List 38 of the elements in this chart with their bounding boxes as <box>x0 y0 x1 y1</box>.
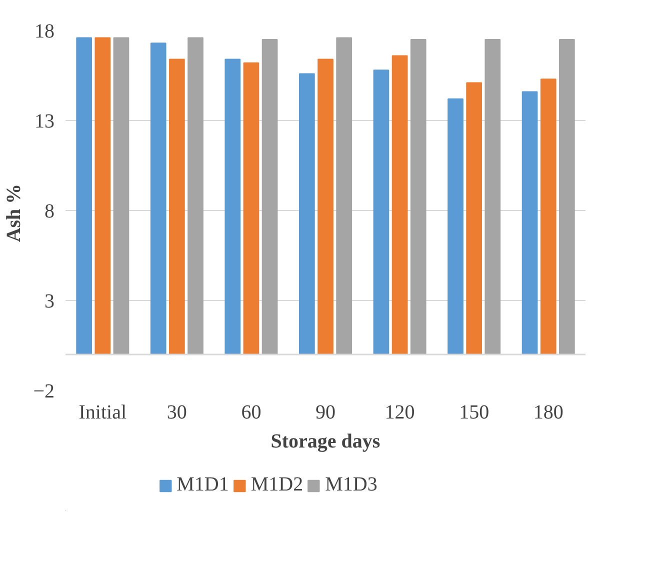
bar <box>373 70 390 355</box>
bar <box>224 58 241 355</box>
x-tick-label: 180 <box>533 402 564 424</box>
bar <box>318 58 334 355</box>
bar <box>392 55 408 355</box>
legend-label: M1D3 <box>325 474 378 496</box>
y-tick-label: 3 <box>44 290 54 312</box>
bar <box>262 39 278 355</box>
bar <box>484 39 501 355</box>
bar <box>559 39 575 355</box>
legend-label: M1D2 <box>250 474 304 496</box>
bar <box>299 73 315 355</box>
x-tick-label: Initial <box>78 402 127 424</box>
bar <box>448 98 464 355</box>
bar <box>76 37 92 355</box>
bar <box>336 37 352 355</box>
bar <box>113 37 130 355</box>
y-tick-label: 18 <box>34 20 54 42</box>
bar <box>540 78 556 355</box>
bar <box>243 62 260 355</box>
x-axis-title: Storage days <box>270 430 380 452</box>
x-tick-label: 120 <box>384 402 415 424</box>
y-tick-label: 8 <box>44 200 54 222</box>
bar <box>522 91 538 355</box>
x-tick-label: 30 <box>166 402 187 424</box>
bar <box>188 37 204 355</box>
bar <box>410 39 426 355</box>
bar <box>466 82 482 355</box>
y-axis-title: Ash % <box>3 184 26 242</box>
y-tick-label: −2 <box>33 380 54 402</box>
y-tick-label: 13 <box>34 110 54 132</box>
legend-label: M1D1 <box>176 474 229 496</box>
x-tick-label: 90 <box>316 402 336 424</box>
x-tick-label: 150 <box>459 402 490 424</box>
x-tick-label: 60 <box>241 402 262 424</box>
bar <box>169 58 185 355</box>
bar <box>94 37 111 355</box>
bar <box>150 42 166 355</box>
